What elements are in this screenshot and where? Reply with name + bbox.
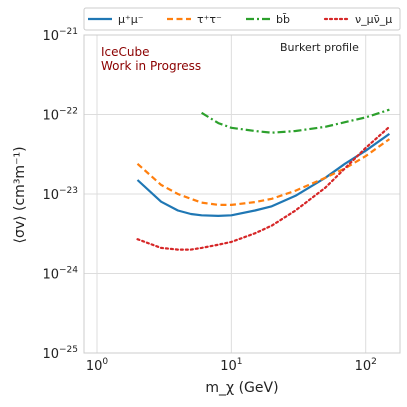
- legend-label-2: bb̄: [276, 13, 290, 26]
- plot-frame: [83, 34, 401, 354]
- x-axis-label: m_χ (GeV): [205, 380, 278, 396]
- series-line-1: [136, 138, 391, 206]
- y-tick-label: 10−23: [42, 186, 78, 203]
- series-group: [136, 108, 391, 251]
- series-line-0: [136, 133, 391, 217]
- legend-label-1: τ⁺τ⁻: [197, 13, 222, 26]
- y-tick-label: 10−21: [42, 27, 78, 44]
- x-tick-label: 102: [355, 357, 377, 374]
- legend-label-0: μ⁺μ⁻: [118, 13, 144, 26]
- profile-label: Burkert profile: [280, 41, 359, 54]
- series-line-3: [136, 125, 391, 251]
- legend-label-3: ν_μν̄_μ: [355, 13, 392, 26]
- series-line-2: [201, 108, 390, 134]
- x-tick-label: 100: [86, 357, 109, 374]
- legend: μ⁺μ⁻ τ⁺τ⁻ bb̄ ν_μν̄_μ: [83, 7, 401, 31]
- legend-box: [83, 7, 401, 31]
- x-tick-labels: 100 101 102: [86, 357, 377, 374]
- y-axis-label: ⟨σv⟩ (cm³m⁻¹): [12, 146, 28, 243]
- watermark-line1: IceCube: [101, 45, 150, 59]
- y-tick-label: 10−22: [42, 107, 78, 124]
- y-tick-label: 10−25: [42, 345, 78, 362]
- y-tick-labels: 10−25 10−24 10−23 10−22 10−21: [42, 27, 78, 362]
- watermark-line2: Work in Progress: [101, 59, 201, 73]
- x-tick-label: 101: [220, 357, 242, 374]
- y-tick-label: 10−24: [42, 266, 78, 283]
